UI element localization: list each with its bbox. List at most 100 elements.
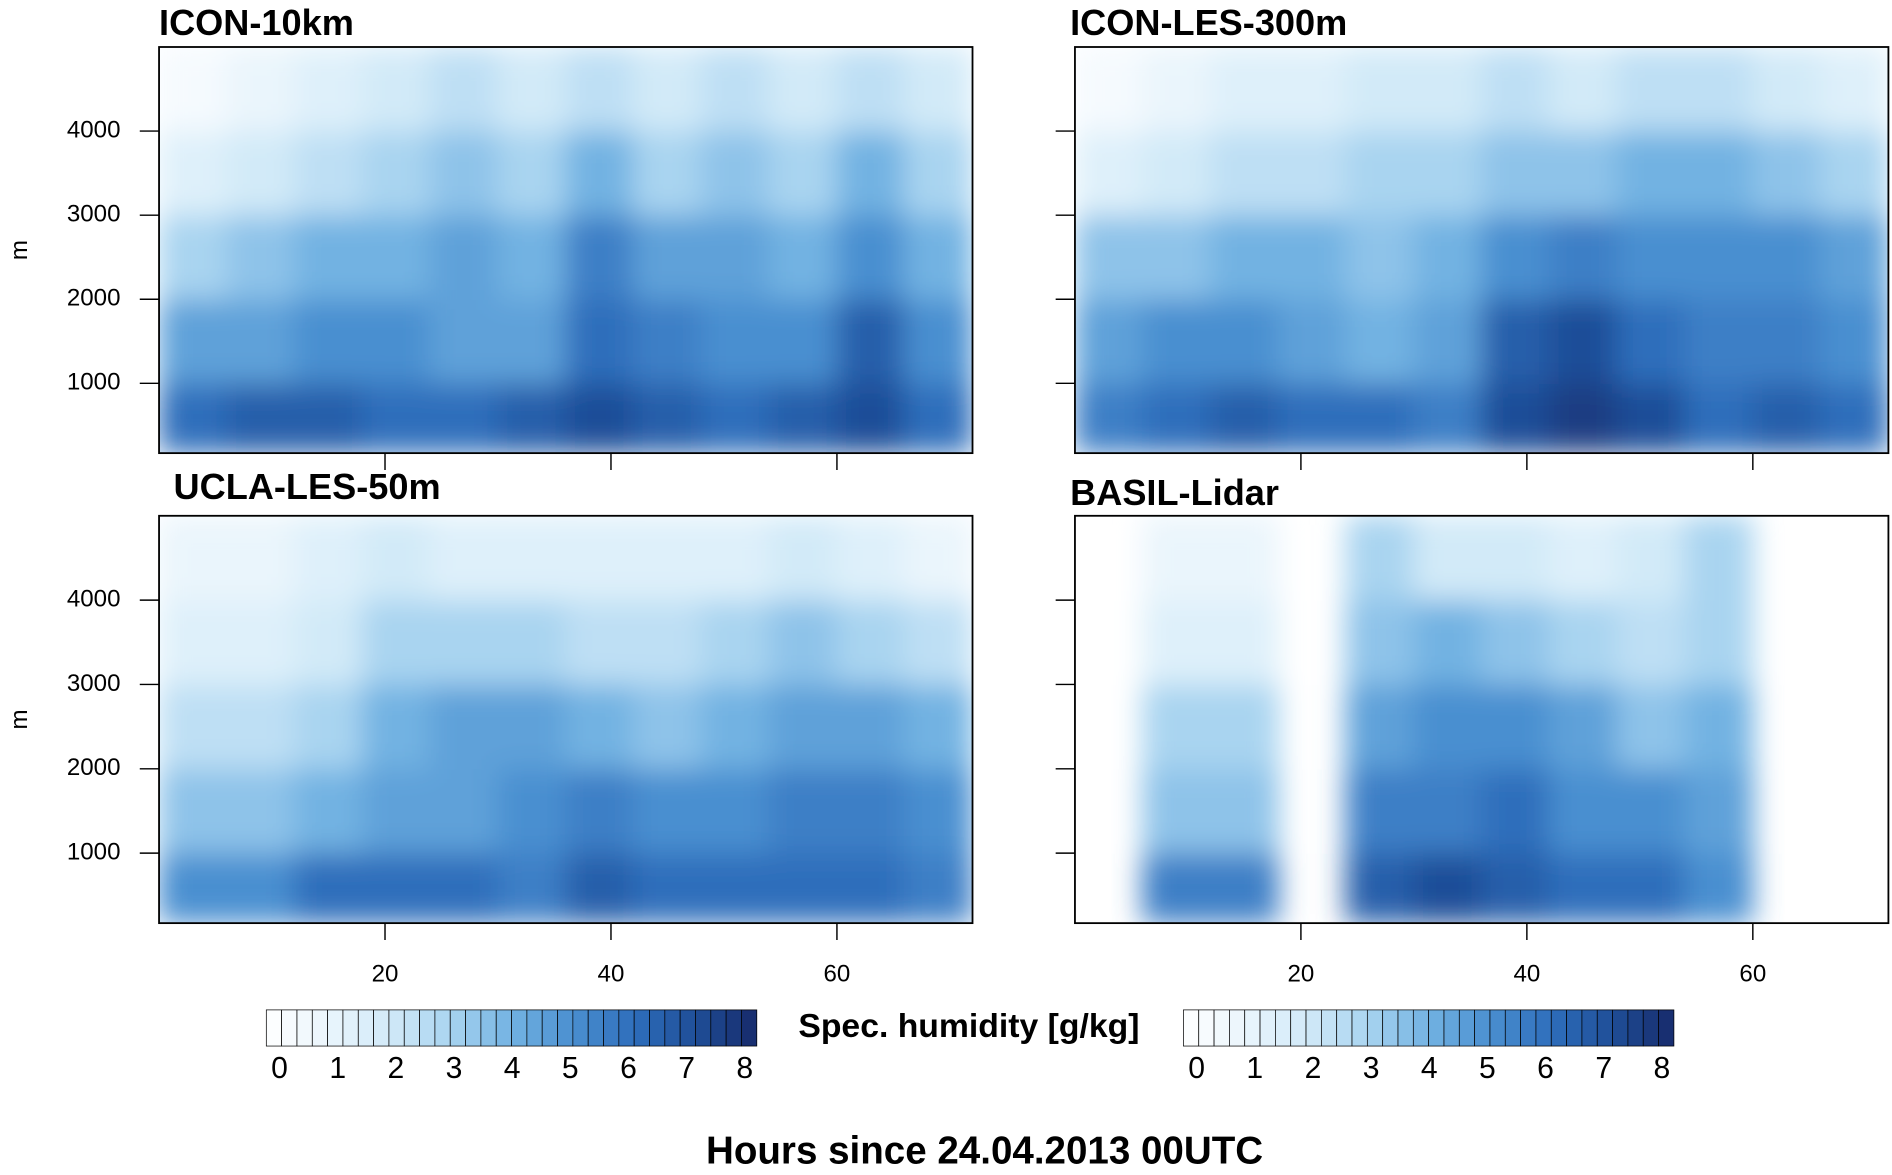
x-axis-label: Hours since 24.04.2013 00UTC (706, 1129, 1263, 1172)
heatmap-cell (1616, 214, 1686, 300)
heatmap-cell (497, 47, 567, 132)
heatmap-cell (1277, 214, 1347, 300)
heatmap-cell (836, 515, 906, 601)
heatmap-cell (294, 599, 364, 686)
heatmap-cell (768, 768, 838, 854)
heatmap-cell (361, 130, 431, 216)
heatmap-cell (700, 298, 770, 384)
colorbar-box (327, 1009, 344, 1047)
heatmap-cell (904, 768, 973, 854)
heatmap-cell (632, 130, 702, 216)
heatmap-cell (904, 130, 973, 216)
heatmap-cell (632, 683, 702, 770)
heatmap-cell (429, 599, 499, 686)
colorbar-box (1213, 1009, 1230, 1047)
heatmap-field (1074, 47, 1889, 454)
colorbar: 0 1 2 3 4 5 6 7 8 (265, 1009, 758, 1085)
heatmap-cell (1345, 47, 1415, 132)
x-tick-label: 40 (598, 960, 625, 987)
panel-title: ICON-10km (159, 2, 354, 43)
colorbar-box (1550, 1009, 1567, 1047)
colorbar: 0 1 2 3 4 5 6 7 8 (1183, 1009, 1675, 1085)
heatmap-cell (159, 47, 228, 132)
panel-frame (1074, 46, 1890, 455)
colorbar-tick-label: 1 (1246, 1052, 1263, 1085)
heatmap-cell (1752, 214, 1822, 300)
heatmap-field (1074, 515, 1889, 924)
heatmap-cell (632, 214, 702, 300)
heatmap-cell (1481, 47, 1551, 132)
colorbar-box (1382, 1009, 1399, 1047)
heatmap-cell (1142, 382, 1212, 454)
heatmap-cell (159, 515, 228, 601)
heatmap-cell (768, 47, 838, 132)
heatmap-cell (226, 130, 296, 216)
heatmap-cell (1548, 768, 1618, 854)
panel-frame (158, 46, 974, 455)
heatmap-cell (1074, 298, 1144, 384)
heatmap-cell (700, 852, 770, 924)
heatmap-cell (1413, 768, 1483, 854)
heatmap-cell (1074, 47, 1144, 132)
heatmap-cell (1752, 130, 1822, 216)
heatmap-cell (1345, 382, 1415, 454)
colorbar-tick-label: 5 (562, 1052, 579, 1085)
heatmap-cell (226, 768, 296, 854)
colorbar-box (679, 1009, 696, 1047)
heatmap-cell (632, 382, 702, 454)
heatmap-cell (700, 515, 770, 601)
heatmap-cell (361, 515, 431, 601)
colorbar-box (1596, 1009, 1613, 1047)
colorbar-box (1489, 1009, 1506, 1047)
colorbar-box (1535, 1009, 1552, 1047)
heatmap-cell (429, 768, 499, 854)
heatmap-cell (904, 515, 973, 601)
heatmap-cell (1752, 382, 1822, 454)
panel-title: UCLA-LES-50m (174, 466, 441, 507)
heatmap-cell (497, 683, 567, 770)
heatmap-cell (565, 768, 635, 854)
heatmap-cell (294, 852, 364, 924)
heatmap-cell (768, 382, 838, 454)
heatmap-cell (1345, 298, 1415, 384)
colorbar-box (342, 1009, 359, 1047)
heatmap-cell (1684, 130, 1754, 216)
colorbar-box (1412, 1009, 1430, 1047)
colorbar-box (1458, 1009, 1475, 1047)
colorbar-tick-label: 2 (387, 1052, 404, 1085)
heatmap-cell (632, 298, 702, 384)
heatmap-cell (294, 47, 364, 132)
colorbar-box (511, 1009, 528, 1047)
heatmap-cell (1820, 382, 1889, 454)
panel-frame (1074, 514, 1890, 925)
heatmap-cell (294, 382, 364, 454)
heatmap-cell (1209, 382, 1279, 454)
colorbar-box (480, 1009, 497, 1047)
colorbar-box (495, 1009, 512, 1047)
colorbar-box (1581, 1009, 1598, 1047)
heatmap-cell (1413, 382, 1483, 454)
colorbar-box (526, 1009, 543, 1047)
heatmap-cell (904, 214, 973, 300)
heatmap-cell (226, 515, 296, 601)
heatmap-field (159, 515, 973, 924)
colorbar-box (1183, 1009, 1200, 1047)
colorbar-box (1198, 1009, 1215, 1047)
colorbar-box (357, 1009, 374, 1047)
heatmap-cell (294, 768, 364, 854)
heatmap-cell (429, 214, 499, 300)
heatmap-cell (159, 298, 228, 384)
heatmap-cell (429, 515, 499, 601)
heatmap-cell (1616, 852, 1686, 924)
heatmap-cell (1752, 298, 1822, 384)
heatmap-cell (294, 683, 364, 770)
colorbar-box (633, 1009, 650, 1047)
heatmap-cell (700, 768, 770, 854)
panel-title: ICON-LES-300m (1070, 2, 1347, 43)
heatmap-cell (1684, 515, 1754, 601)
heatmap-cell (294, 214, 364, 300)
heatmap-cell (1142, 683, 1212, 770)
heatmap-cell (1481, 515, 1551, 601)
heatmap-cell (1684, 852, 1754, 924)
